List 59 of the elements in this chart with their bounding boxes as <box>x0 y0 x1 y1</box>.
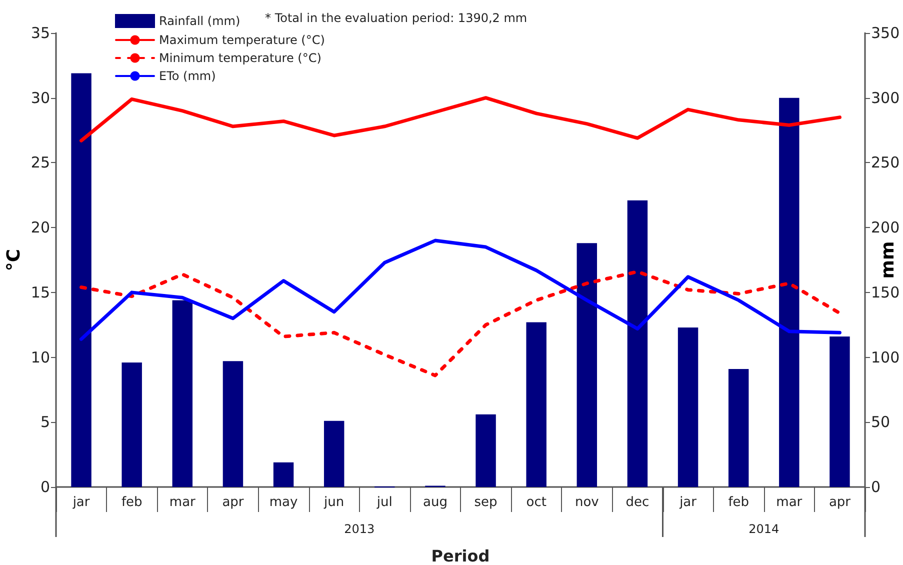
legend-label: Maximum temperature (°C) <box>159 33 325 47</box>
y-tick-label: 20 <box>30 218 50 237</box>
y-tick-label: 5 <box>40 413 50 432</box>
bar <box>222 361 244 487</box>
x-tick-label: mar <box>776 495 803 510</box>
x-tick-label: sep <box>474 495 498 510</box>
bar <box>728 368 749 487</box>
bar <box>678 327 698 487</box>
text: 2014 <box>748 522 780 536</box>
bar <box>476 414 496 487</box>
y2-tick-label: 250 <box>871 154 900 172</box>
legend-label: Rainfall (mm) <box>159 14 240 28</box>
bar <box>576 243 598 487</box>
x-tick-label: apr <box>828 495 852 510</box>
y-tick-label: 0 <box>40 478 50 496</box>
x-tick-label: aug <box>422 495 448 510</box>
x-tick-label: jar <box>72 495 90 510</box>
line-series <box>80 238 842 341</box>
y-tick-label: 25 <box>30 154 50 172</box>
line-series <box>80 270 842 378</box>
x-tick-label: jun <box>323 495 344 510</box>
bar <box>172 300 193 487</box>
bar <box>830 336 850 487</box>
y2-tick-label: 200 <box>871 218 900 237</box>
text: 2013 <box>344 522 375 536</box>
y-axis-title: °C <box>4 248 24 272</box>
y2-tick-label: 100 <box>871 348 900 366</box>
y-tick-label: 30 <box>30 88 50 107</box>
line-series <box>80 96 842 142</box>
legend-label: ETo (mm) <box>159 69 216 83</box>
y2-axis-title: mm <box>878 241 898 279</box>
y2-tick-label: 0 <box>871 478 881 496</box>
y2-tick-label: 150 <box>871 283 900 302</box>
y-tick-label: 35 <box>30 24 50 42</box>
x-tick-label: may <box>269 495 298 510</box>
y-tick-label: 10 <box>30 348 50 366</box>
x-tick-label: oct <box>526 495 546 510</box>
bar <box>122 362 142 487</box>
x-tick-label: feb <box>728 495 750 510</box>
y2-tick-label: 350 <box>871 24 900 42</box>
y2-tick-label: 300 <box>871 88 900 107</box>
x-axis-title: Period <box>431 546 490 565</box>
bar <box>526 322 546 487</box>
x-tick-label: feb <box>121 495 142 510</box>
bar <box>71 73 92 487</box>
x-tick-label: apr <box>222 495 244 510</box>
bar <box>627 200 648 487</box>
y2-tick-label: 50 <box>871 413 890 432</box>
bar <box>273 462 294 487</box>
x-tick-label: jul <box>376 495 392 510</box>
x-tick-label: jar <box>678 495 698 510</box>
y-tick-label: 15 <box>30 283 50 302</box>
legend-label: Minimum temperature (°C) <box>159 51 322 65</box>
text: * Total in the evaluation period: 1390,2 mm <box>265 11 528 25</box>
bar <box>779 98 800 487</box>
x-tick-label: nov <box>574 495 600 510</box>
x-tick-label: dec <box>626 495 650 510</box>
x-tick-label: mar <box>169 495 196 510</box>
bar <box>324 420 344 487</box>
